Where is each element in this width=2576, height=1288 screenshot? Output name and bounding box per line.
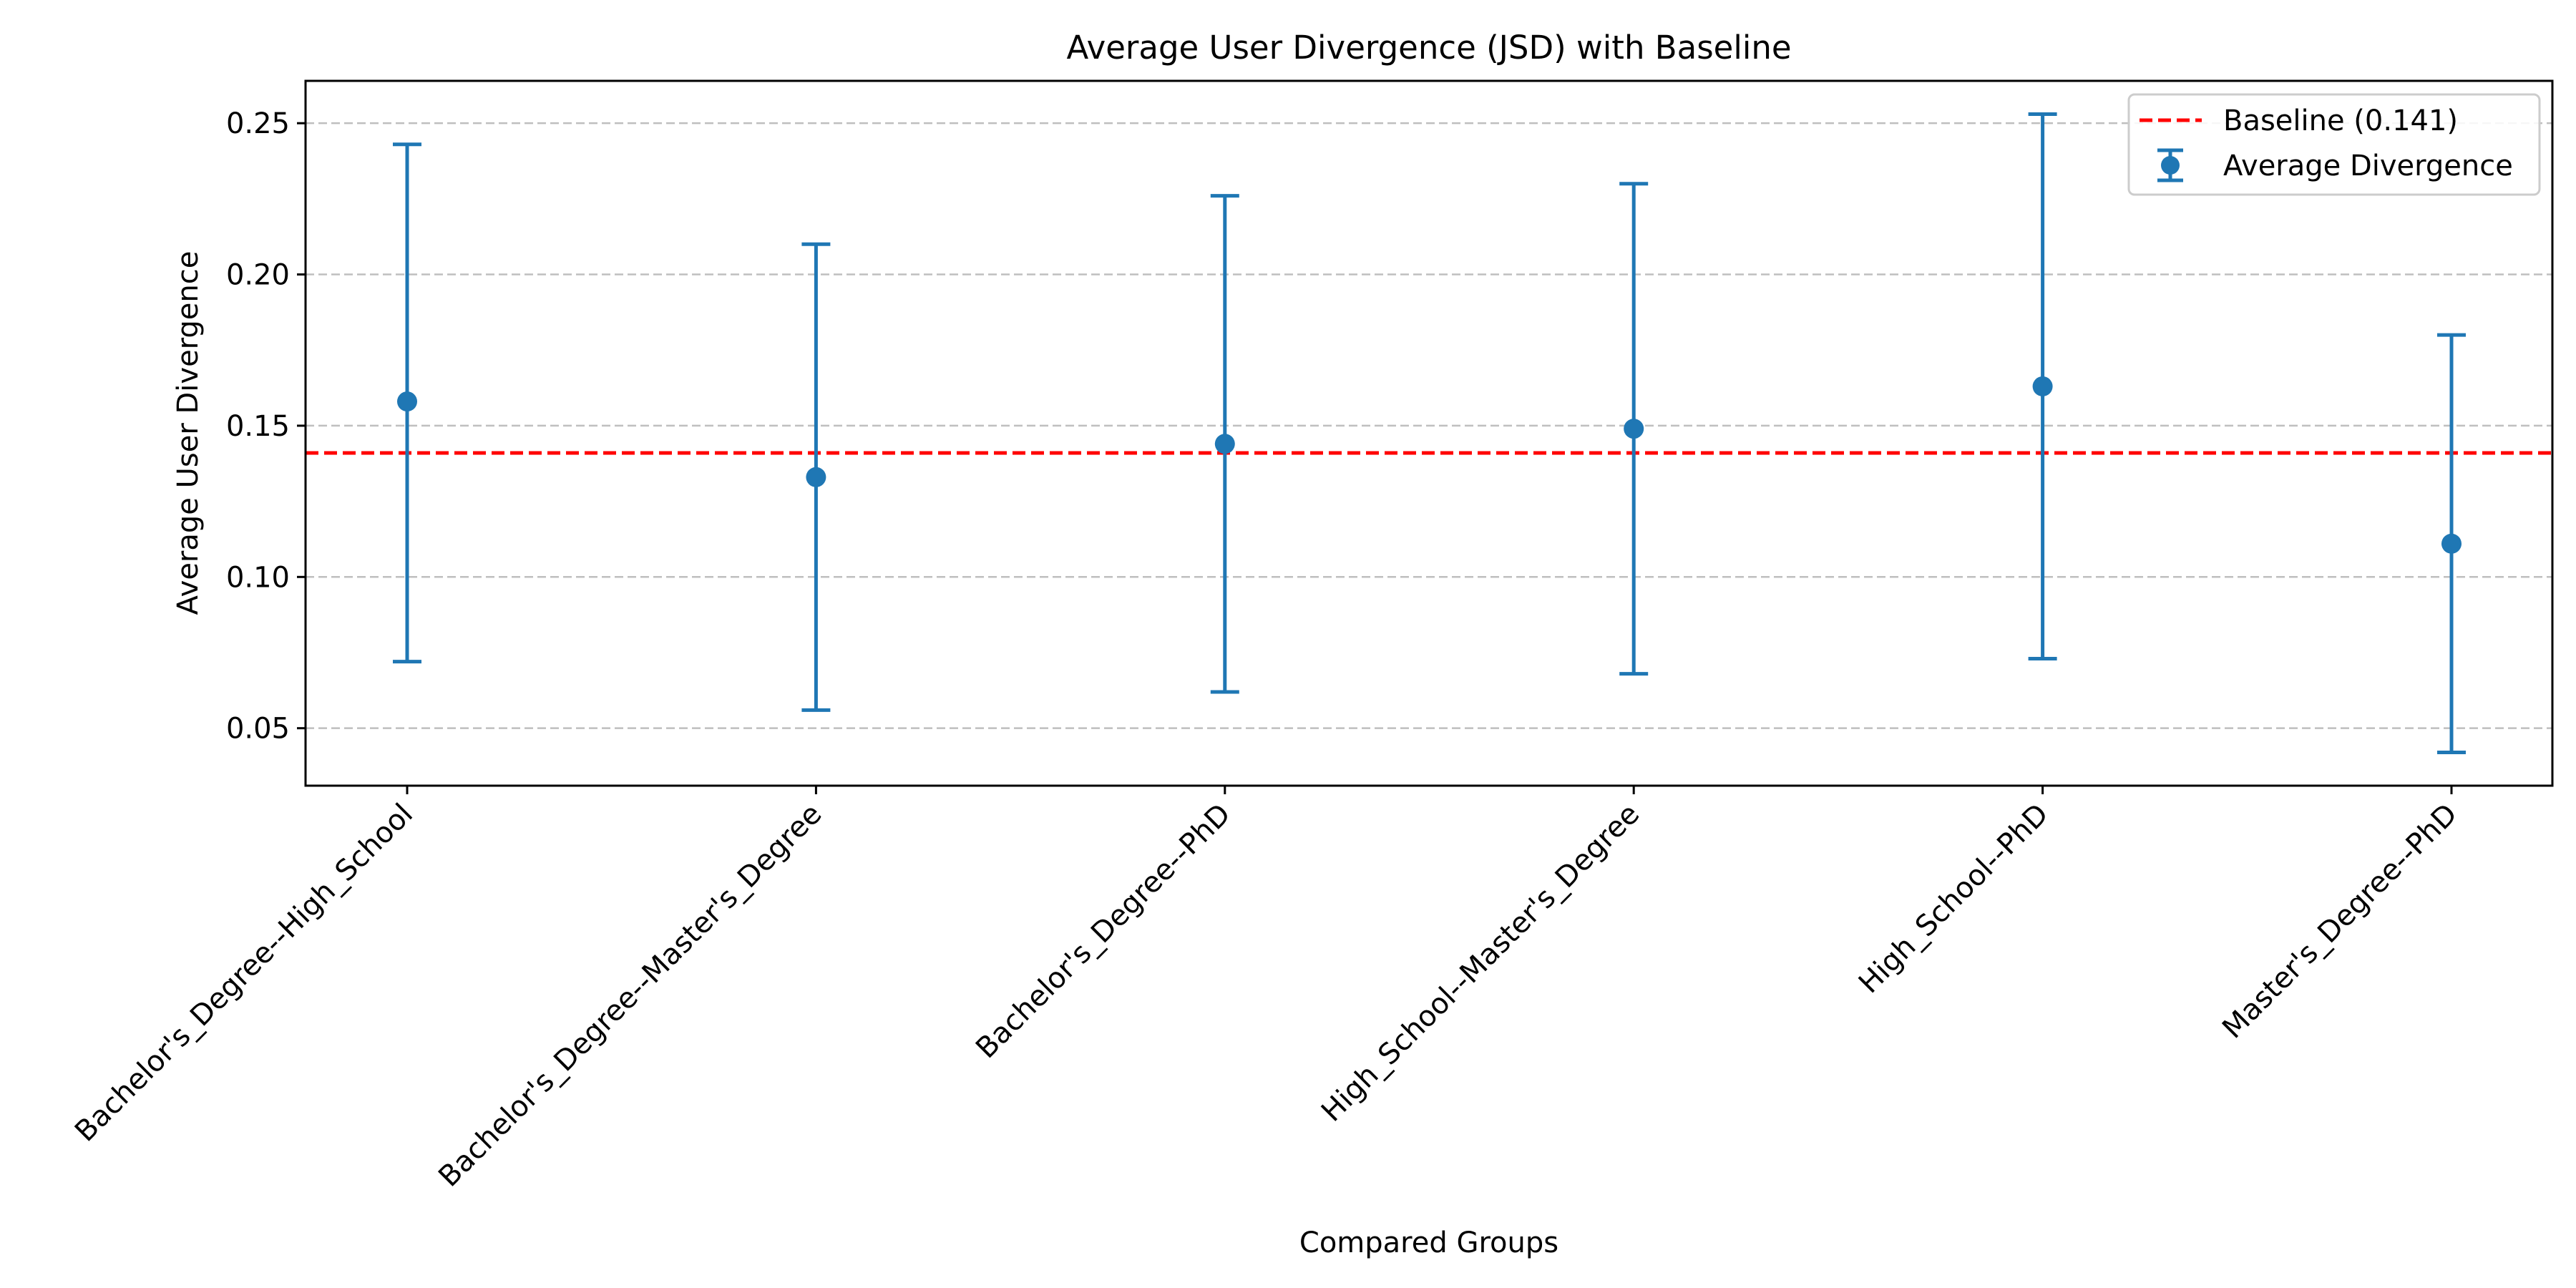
y-axis: 0.05 0.10 0.15 0.20 0.25 — [226, 107, 306, 746]
chart-title: Average User Divergence (JSD) with Basel… — [1066, 29, 1791, 67]
y-tick-label: 0.10 — [226, 561, 290, 594]
error-bar-point — [1210, 194, 1239, 694]
legend-series-swatch — [2157, 148, 2183, 182]
y-tick-label: 0.05 — [226, 713, 290, 746]
error-bar-point — [393, 142, 421, 664]
error-bar-point — [2437, 333, 2466, 754]
plot-area-frame — [304, 79, 2554, 787]
legend: Baseline (0.141) Average Divergence — [2127, 93, 2541, 196]
grid-lines — [306, 122, 2552, 729]
y-tick-label: 0.15 — [226, 410, 290, 443]
legend-box — [2127, 93, 2541, 196]
error-bar-point — [2028, 112, 2057, 660]
data-point — [2032, 376, 2053, 396]
error-bar-point — [801, 242, 831, 712]
y-tick-label: 0.20 — [226, 259, 290, 292]
y-tick-label: 0.25 — [226, 107, 290, 140]
data-point — [1214, 434, 1235, 454]
y-axis-label: Average User Divergence — [172, 251, 205, 615]
error-bar-point — [1619, 182, 1649, 676]
data-point — [397, 391, 417, 412]
data-points — [393, 112, 2466, 754]
data-point — [1624, 419, 1644, 439]
x-axis-label: Compared Groups — [1299, 1226, 1558, 1259]
data-point — [806, 467, 826, 487]
legend-baseline-label: Baseline (0.141) — [2223, 104, 2458, 137]
legend-series-label: Average Divergence — [2223, 150, 2513, 182]
data-point — [2441, 533, 2462, 554]
